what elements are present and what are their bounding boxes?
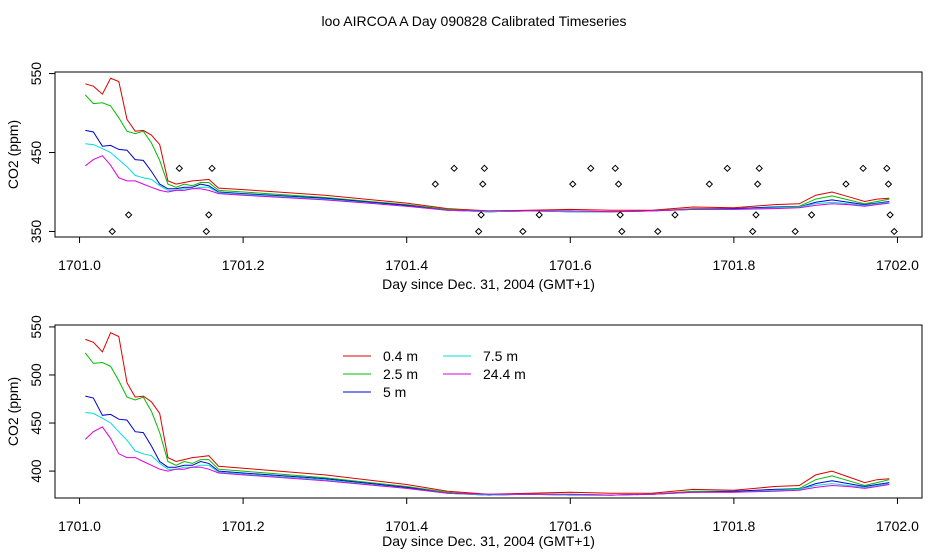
legend-label: 7.5 m	[483, 348, 518, 364]
x-axis-label: Day since Dec. 31, 2004 (GMT+1)	[382, 533, 595, 549]
scatter-point	[477, 211, 485, 219]
y-tick-label: 450	[28, 141, 44, 165]
scatter-point	[474, 227, 483, 236]
scatter-point	[108, 227, 116, 236]
scatter-point	[842, 180, 850, 188]
y-tick-label: 350	[28, 220, 44, 244]
scatter-point	[202, 227, 211, 236]
plot-frame	[54, 324, 923, 499]
legend-label: 5 m	[383, 384, 406, 400]
scatter-point	[671, 211, 679, 219]
x-tick-label: 1701.0	[58, 257, 101, 273]
scatter-point	[791, 227, 799, 236]
series-line-2-5-m	[84, 352, 890, 496]
scatter-point	[450, 164, 458, 173]
y-tick-label: 450	[28, 411, 44, 435]
bottom-panel: 1701.0 1701.2 1701.4 1701.6 1701.8 1702.0 400 4…	[5, 315, 923, 549]
scatter-point	[753, 180, 762, 188]
x-tick-label: 1701.4	[385, 257, 428, 273]
y-tick-label: 500	[28, 363, 44, 387]
x-tick-label: 1702.0	[876, 518, 919, 534]
y-tick-label: 550	[28, 315, 44, 339]
series-line-0-4-m	[85, 332, 890, 495]
scatter-point	[480, 164, 489, 173]
scatter-point	[431, 180, 440, 188]
series-line-2-5-m	[84, 94, 890, 213]
scatter-point	[755, 164, 763, 173]
legend-label: 0.4 m	[383, 348, 418, 364]
scatter-point	[859, 164, 867, 173]
scatter-point	[654, 227, 662, 236]
scatter-point	[890, 227, 898, 236]
series-line-24-4-m	[84, 155, 890, 213]
series-line-5-m	[85, 395, 890, 496]
scatter-point	[124, 211, 133, 219]
scatter-point	[535, 211, 543, 219]
x-tick-label: 1701.8	[712, 257, 755, 273]
scatter-point	[479, 180, 487, 188]
scatter-point	[807, 211, 816, 219]
legend-label: 2.5 m	[383, 366, 418, 382]
scatter-point	[208, 164, 216, 173]
x-tick-label: 1701.2	[222, 257, 265, 273]
scatter-point	[614, 180, 623, 188]
series-line-7-5-m	[85, 412, 890, 496]
scatter-point	[569, 180, 577, 188]
y-tick-label: 400	[28, 459, 44, 483]
scatter-point	[752, 211, 760, 219]
scatter-point	[519, 227, 527, 236]
y-axis-label: CO2 (ppm)	[5, 120, 21, 189]
scatter-point	[205, 211, 213, 219]
x-tick-label: 1702.0	[876, 257, 919, 273]
legend-label: 24.4 m	[483, 366, 526, 382]
series-line-7-5-m	[85, 143, 890, 213]
top-panel: 1701.0 1701.2 1701.4 1701.6 1701.8 1702.0 350 4…	[5, 62, 923, 292]
scatter-point	[884, 180, 893, 188]
scatter-point	[748, 227, 757, 236]
scatter-point	[175, 164, 184, 173]
x-tick-label: 1701.2	[222, 518, 265, 534]
series-line-5-m	[85, 129, 890, 213]
y-axis-label: CO2 (ppm)	[5, 377, 21, 446]
scatter-point	[883, 164, 891, 173]
scatter-point	[723, 164, 732, 173]
x-axis-label: Day since Dec. 31, 2004 (GMT+1)	[382, 276, 595, 292]
x-tick-label: 1701.6	[549, 518, 592, 534]
scatter-point	[611, 164, 619, 173]
series-line-0-4-m	[85, 77, 890, 212]
scatter-point	[886, 211, 894, 219]
x-tick-label: 1701.0	[58, 518, 101, 534]
legend: 0.4 m 2.5 m 5 m 7.5 m 24.4 m	[343, 348, 526, 400]
y-tick-label: 550	[28, 62, 44, 86]
page-title: loo AIRCOA A Day 090828 Calibrated Times…	[321, 13, 626, 29]
scatter-point	[616, 211, 624, 219]
x-tick-label: 1701.8	[712, 518, 755, 534]
scatter-point	[618, 227, 626, 236]
x-tick-label: 1701.6	[549, 257, 592, 273]
series-line-24-4-m	[84, 426, 890, 496]
scatter-point	[705, 180, 714, 188]
plot-frame	[54, 71, 923, 238]
x-tick-label: 1701.4	[385, 518, 428, 534]
scatter-point	[587, 164, 595, 173]
